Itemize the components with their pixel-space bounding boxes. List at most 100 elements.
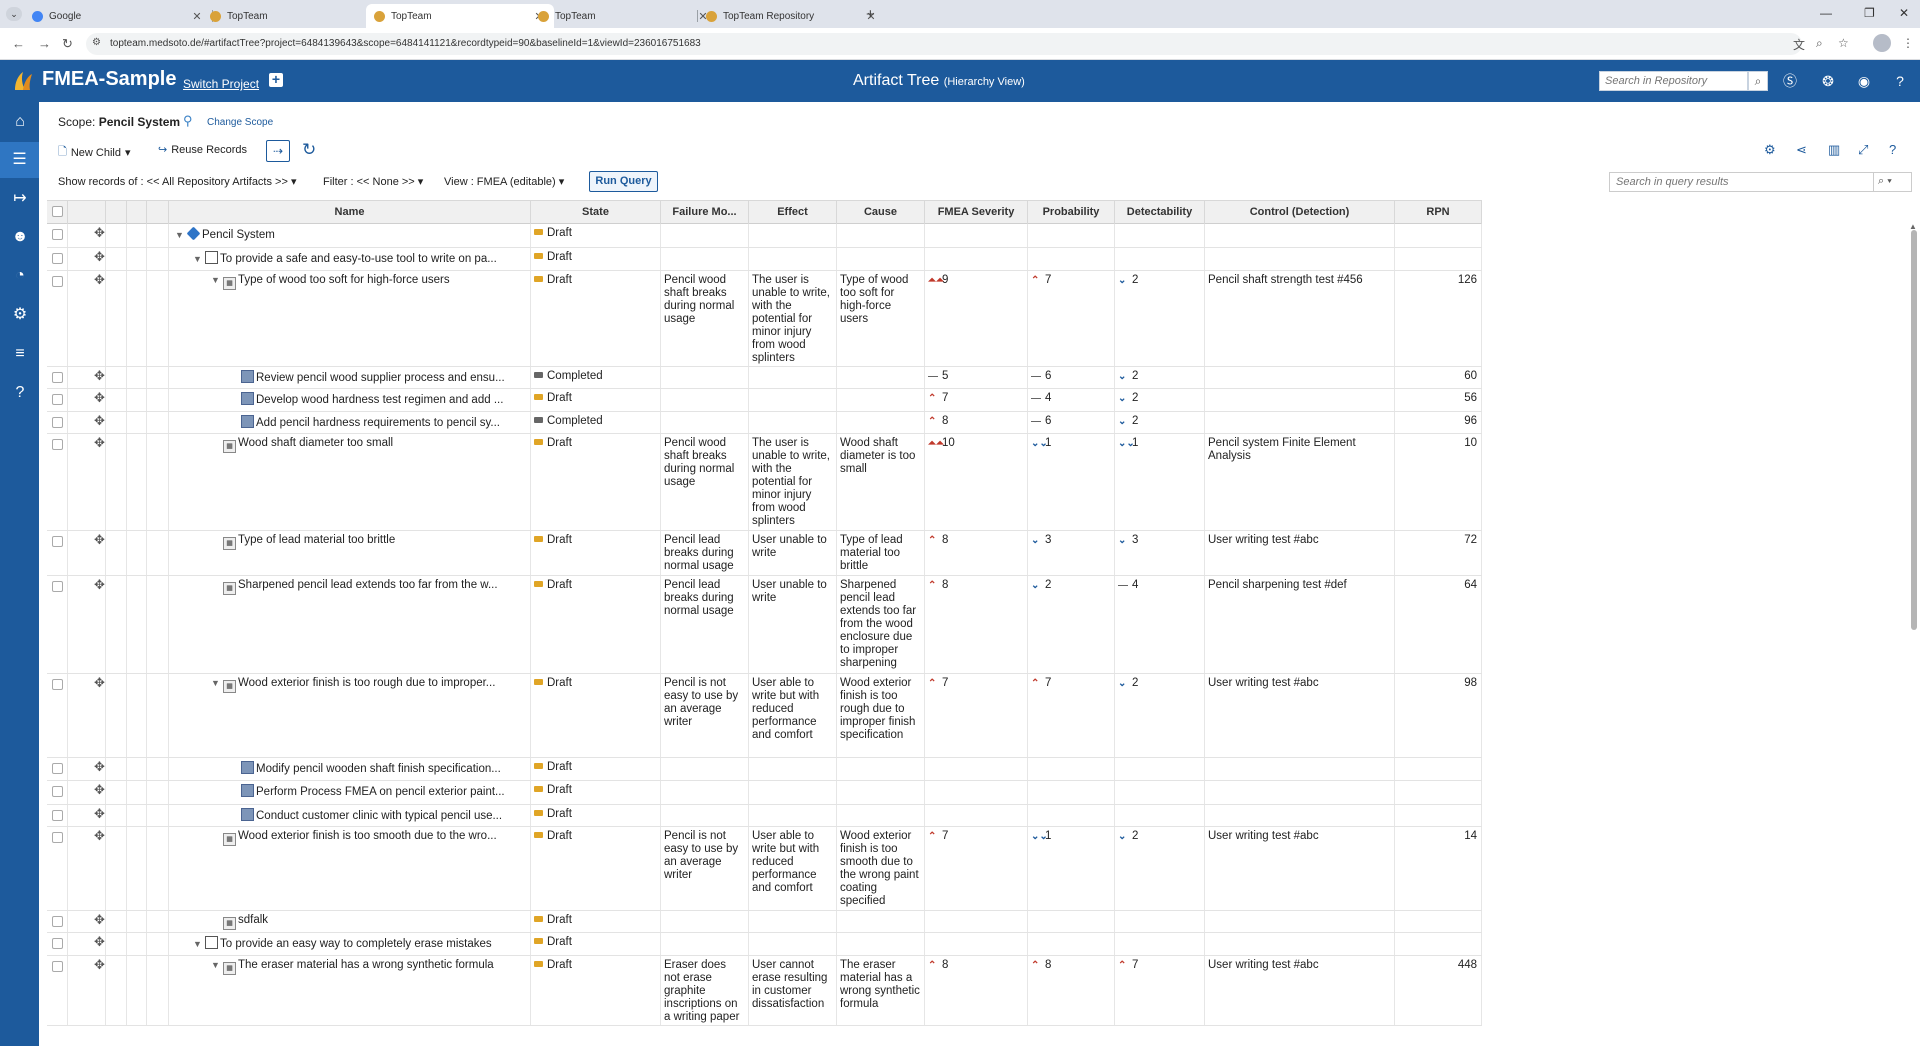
- state-cell[interactable]: Draft: [531, 933, 661, 955]
- browser-tab[interactable]: TopTeam Repository ✕: [698, 4, 886, 28]
- cause-cell[interactable]: [837, 248, 925, 270]
- control-cell[interactable]: [1205, 781, 1395, 804]
- expand-toggle-icon[interactable]: ▼: [193, 254, 202, 264]
- column-header-failure-mode[interactable]: Failure Mo...: [661, 201, 749, 224]
- view-dropdown[interactable]: View : FMEA (editable) ▾: [444, 175, 564, 188]
- cause-cell[interactable]: The eraser material has a wrong syntheti…: [837, 956, 925, 1025]
- row-checkbox[interactable]: [52, 536, 63, 547]
- drag-handle-icon[interactable]: ✥: [94, 934, 105, 949]
- state-cell[interactable]: Draft: [531, 956, 661, 1025]
- detectability-cell[interactable]: ⌄ 2: [1115, 271, 1205, 366]
- effect-cell[interactable]: User cannot erase resulting in customer …: [749, 956, 837, 1025]
- probability-cell[interactable]: —6: [1028, 412, 1115, 433]
- effect-cell[interactable]: [749, 224, 837, 247]
- fullscreen-icon[interactable]: ⤢: [1858, 142, 1869, 157]
- state-cell[interactable]: Draft: [531, 911, 661, 932]
- effect-cell[interactable]: [749, 248, 837, 270]
- site-info-icon[interactable]: ⚙: [92, 37, 101, 48]
- detectability-cell[interactable]: [1115, 933, 1205, 955]
- state-cell[interactable]: Completed: [531, 367, 661, 388]
- row-name[interactable]: Perform Process FMEA on pencil exterior …: [256, 786, 505, 798]
- state-cell[interactable]: Draft: [531, 531, 661, 575]
- database-icon[interactable]: ☰: [0, 142, 39, 178]
- table-row[interactable]: ✥ ▼ ▦ The eraser material has a wrong synth…: [47, 956, 1482, 1026]
- browser-tab[interactable]: TopTeam ✕: [530, 4, 718, 28]
- column-header-rpn[interactable]: RPN: [1395, 201, 1482, 224]
- effect-cell[interactable]: [749, 911, 837, 932]
- probability-cell[interactable]: ⌃ 8: [1028, 956, 1115, 1025]
- column-header-severity[interactable]: FMEA Severity: [925, 201, 1028, 224]
- close-icon[interactable]: ✕: [698, 10, 708, 23]
- rpn-cell[interactable]: 14: [1395, 827, 1482, 910]
- name-cell[interactable]: ▦ Wood exterior finish is too smooth due …: [169, 827, 531, 910]
- severity-cell[interactable]: [925, 758, 1028, 780]
- row-name[interactable]: Type of lead material too brittle: [238, 534, 396, 546]
- row-checkbox[interactable]: [52, 394, 63, 405]
- table-row[interactable]: ✥ ▼ ▦ Wood exterior finish is too rough due…: [47, 674, 1482, 758]
- state-cell[interactable]: Draft: [531, 758, 661, 780]
- state-cell[interactable]: Completed: [531, 412, 661, 433]
- rpn-cell[interactable]: [1395, 911, 1482, 932]
- row-name[interactable]: Develop wood hardness test regimen and a…: [256, 394, 504, 406]
- rpn-cell[interactable]: [1395, 248, 1482, 270]
- browser-menu-icon[interactable]: ⋮: [1902, 36, 1914, 50]
- table-row[interactable]: ✥ Review pencil wood supplier process and…: [47, 367, 1482, 389]
- vertical-scrollbar[interactable]: [1911, 230, 1917, 630]
- name-cell[interactable]: ▼ To provide an easy way to completely er…: [169, 933, 531, 955]
- drag-handle-icon[interactable]: ✥: [94, 675, 105, 690]
- share-icon[interactable]: ⋖: [1796, 142, 1807, 157]
- name-cell[interactable]: ▼ Pencil System: [169, 224, 531, 247]
- control-cell[interactable]: Pencil shaft strength test #456: [1205, 271, 1395, 366]
- drag-handle-icon[interactable]: ✥: [94, 272, 105, 287]
- state-cell[interactable]: Draft: [531, 434, 661, 530]
- severity-cell[interactable]: ⌃ 7: [925, 674, 1028, 757]
- probability-cell[interactable]: [1028, 781, 1115, 804]
- probability-cell[interactable]: ⌄ 3: [1028, 531, 1115, 575]
- drag-handle-icon[interactable]: ✥: [94, 225, 105, 240]
- rpn-cell[interactable]: 98: [1395, 674, 1482, 757]
- table-row[interactable]: ✥ ▼ To provide a safe and easy-to-use tool…: [47, 248, 1482, 271]
- state-cell[interactable]: Draft: [531, 389, 661, 411]
- cause-cell[interactable]: Wood exterior finish is too smooth due t…: [837, 827, 925, 910]
- browser-tab-active[interactable]: TopTeam ✕: [366, 4, 554, 28]
- detectability-cell[interactable]: ⌄ 2: [1115, 412, 1205, 433]
- table-row[interactable]: ✥ Develop wood hardness test regimen and …: [47, 389, 1482, 412]
- rpn-cell[interactable]: 72: [1395, 531, 1482, 575]
- effect-cell[interactable]: [749, 412, 837, 433]
- table-row[interactable]: ✥ Perform Process FMEA on pencil exterior…: [47, 781, 1482, 805]
- probability-cell[interactable]: [1028, 911, 1115, 932]
- expand-toggle-icon[interactable]: ▼: [193, 939, 202, 949]
- severity-cell[interactable]: [925, 224, 1028, 247]
- row-checkbox[interactable]: [52, 938, 63, 949]
- rpn-cell[interactable]: 10: [1395, 434, 1482, 530]
- control-cell[interactable]: [1205, 248, 1395, 270]
- detectability-cell[interactable]: [1115, 805, 1205, 826]
- rpn-cell[interactable]: [1395, 224, 1482, 247]
- detectability-cell[interactable]: ⌄ 2: [1115, 674, 1205, 757]
- rpn-cell[interactable]: 126: [1395, 271, 1482, 366]
- severity-cell[interactable]: ⌃ 8: [925, 412, 1028, 433]
- select-all-checkbox[interactable]: [52, 206, 63, 217]
- expand-toggle-icon[interactable]: ▼: [175, 230, 184, 240]
- probability-cell[interactable]: [1028, 933, 1115, 955]
- detectability-cell[interactable]: [1115, 781, 1205, 804]
- rpn-cell[interactable]: 64: [1395, 576, 1482, 673]
- detectability-cell[interactable]: [1115, 911, 1205, 932]
- effect-cell[interactable]: [749, 367, 837, 388]
- failure-mode-cell[interactable]: [661, 781, 749, 804]
- name-cell[interactable]: Perform Process FMEA on pencil exterior …: [169, 781, 531, 804]
- table-row[interactable]: ✥ Modify pencil wooden shaft finish speci…: [47, 758, 1482, 781]
- column-header-cause[interactable]: Cause: [837, 201, 925, 224]
- row-name[interactable]: The eraser material has a wrong syntheti…: [238, 959, 494, 971]
- drag-handle-icon[interactable]: ✥: [94, 577, 105, 592]
- name-cell[interactable]: ▼ ▦ The eraser material has a wrong synthe…: [169, 956, 531, 1025]
- detectability-cell[interactable]: ⌄ 2: [1115, 389, 1205, 411]
- failure-mode-cell[interactable]: [661, 911, 749, 932]
- drag-handle-icon[interactable]: ✥: [94, 828, 105, 843]
- severity-cell[interactable]: ⌃ 8: [925, 956, 1028, 1025]
- row-name[interactable]: Modify pencil wooden shaft finish specif…: [256, 763, 501, 775]
- row-checkbox[interactable]: [52, 832, 63, 843]
- rpn-cell[interactable]: [1395, 781, 1482, 804]
- run-query-button[interactable]: Run Query: [589, 171, 658, 192]
- browser-tab[interactable]: Google ✕: [24, 4, 212, 28]
